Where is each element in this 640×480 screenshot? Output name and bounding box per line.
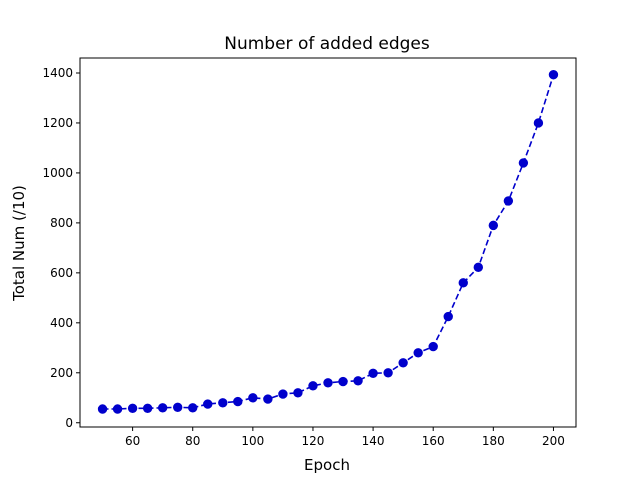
data-point (518, 158, 529, 168)
data-point (278, 389, 288, 399)
y-tick-label: 200 (50, 366, 73, 380)
x-tick-label: 120 (302, 434, 325, 448)
data-point (127, 403, 138, 413)
series-line (102, 74, 555, 410)
data-point (488, 220, 499, 231)
data-point (203, 399, 213, 409)
data-point (458, 278, 468, 288)
data-point (293, 388, 303, 398)
data-point (263, 394, 273, 404)
x-tick-label: 160 (422, 434, 445, 448)
y-axis-title: Total Num (/10) (10, 185, 28, 302)
data-point (97, 404, 108, 414)
data-point (233, 396, 243, 407)
data-point (157, 403, 168, 413)
x-tick-label: 180 (482, 434, 505, 448)
y-tick-label: 1000 (42, 166, 73, 180)
x-tick-label: 80 (185, 434, 200, 448)
data-point (142, 403, 153, 413)
y-tick-label: 400 (50, 316, 73, 330)
y-tick-label: 0 (65, 416, 73, 430)
data-point (443, 311, 453, 322)
y-tick-label: 1200 (42, 116, 73, 130)
data-point (428, 341, 438, 352)
data-point (248, 393, 258, 403)
data-point (473, 262, 484, 273)
data-point (218, 398, 228, 408)
x-tick-label: 200 (542, 434, 565, 448)
plot-area: 60 80 100 120 140 160 180 200 0 200 400 600 800 1000 1… (42, 57, 577, 448)
data-point (172, 402, 183, 412)
data-point (368, 368, 378, 378)
y-tick-label: 600 (50, 266, 73, 280)
data-point (503, 196, 514, 206)
plot-frame (79, 57, 577, 428)
x-tick-label: 140 (362, 434, 385, 448)
y-tick-label: 800 (50, 216, 73, 230)
data-point (398, 358, 408, 368)
data-point (308, 381, 318, 391)
data-point (338, 376, 348, 387)
data-point (413, 348, 423, 358)
data-point (383, 368, 393, 378)
data-point (112, 404, 123, 414)
y-tick-label: 1400 (42, 66, 73, 80)
x-tick-label: 60 (125, 434, 140, 448)
data-point (548, 70, 559, 80)
data-point (188, 403, 198, 413)
chart-title: Number of added edges (224, 34, 430, 54)
data-point (323, 378, 333, 388)
x-tick-label: 100 (241, 434, 264, 448)
data-point (533, 118, 544, 128)
data-point (353, 376, 363, 386)
x-axis-title: Epoch (304, 456, 350, 474)
